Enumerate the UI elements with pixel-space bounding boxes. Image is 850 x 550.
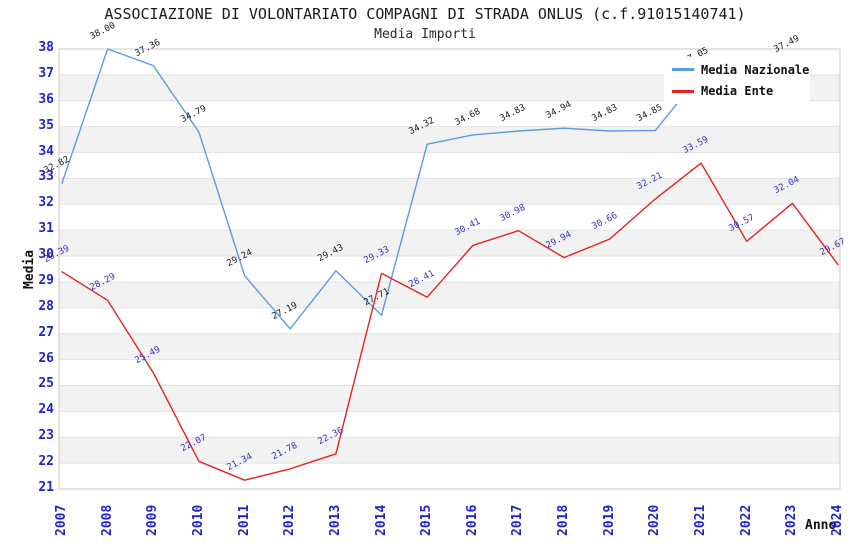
grid-band (59, 230, 840, 257)
series-line-media-ente (61, 162, 839, 481)
legend-item-media-nazionale: Media Nazionale (672, 63, 810, 77)
chart-title: ASSOCIAZIONE DI VOLONTARIATO COMPAGNI DI… (104, 5, 746, 23)
grid-band (59, 385, 840, 412)
legend-swatch-media-ente-icon (672, 89, 694, 93)
grid-band (59, 437, 840, 464)
y-axis-label: Media (22, 249, 37, 289)
legend-item-media-ente: Media Ente (672, 84, 810, 98)
legend: Media Nazionale Media Ente (664, 57, 810, 104)
grid-band (59, 178, 840, 205)
chart-subtitle: Media Importi (374, 27, 476, 42)
legend-label-media-ente: Media Ente (701, 84, 774, 99)
grid-band (59, 281, 840, 308)
series-line-media-nazionale (61, 48, 794, 330)
plot-border (58, 48, 841, 490)
legend-swatch-media-nazionale-icon (672, 68, 694, 72)
x-axis-label: Anno (805, 518, 837, 533)
legend-label-media-nazionale: Media Nazionale (701, 62, 810, 77)
grid-band (59, 333, 840, 360)
